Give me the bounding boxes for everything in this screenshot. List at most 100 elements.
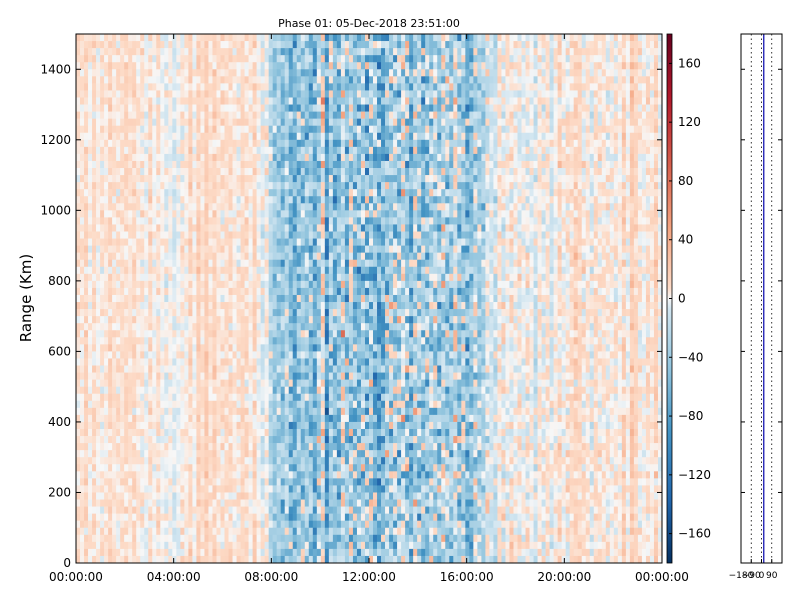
heatmap-cell bbox=[328, 443, 334, 451]
heatmap-cell bbox=[312, 210, 318, 218]
heatmap-cell bbox=[272, 499, 277, 507]
heatmap-cell bbox=[308, 344, 314, 352]
heatmap-cell bbox=[260, 520, 265, 529]
heatmap-cell bbox=[188, 97, 193, 105]
heatmap-cell bbox=[228, 224, 233, 232]
heatmap-cell bbox=[80, 189, 85, 197]
heatmap-cell bbox=[280, 450, 286, 458]
heatmap-cell bbox=[304, 111, 310, 119]
heatmap-cell bbox=[136, 436, 141, 444]
heatmap-cell bbox=[116, 62, 121, 70]
heatmap-cell bbox=[328, 259, 334, 268]
heatmap-cell bbox=[304, 76, 310, 84]
heatmap-cell bbox=[188, 541, 193, 550]
heatmap-cell bbox=[304, 471, 310, 479]
heatmap-cell bbox=[208, 217, 213, 225]
heatmap-cell bbox=[280, 217, 286, 225]
heatmap-cell bbox=[256, 337, 261, 345]
heatmap-cell bbox=[164, 69, 169, 77]
heatmap-cell bbox=[92, 280, 97, 289]
heatmap-cell bbox=[268, 351, 273, 359]
heatmap-cell bbox=[260, 302, 265, 310]
heatmap-cell bbox=[300, 478, 306, 486]
heatmap-cell bbox=[144, 407, 149, 416]
heatmap-cell bbox=[308, 492, 314, 500]
heatmap-cell bbox=[280, 266, 286, 275]
heatmap-cell bbox=[208, 41, 213, 49]
heatmap-cell bbox=[276, 548, 281, 557]
heatmap-cell bbox=[92, 266, 97, 275]
heatmap-cell bbox=[116, 428, 121, 437]
heatmap-cell bbox=[196, 309, 201, 317]
heatmap-cell bbox=[116, 450, 121, 458]
heatmap-cell bbox=[136, 372, 141, 380]
heatmap-cell bbox=[172, 372, 177, 380]
heatmap-cell bbox=[264, 217, 269, 225]
heatmap-cell bbox=[216, 330, 221, 338]
heatmap-cell bbox=[256, 153, 261, 162]
heatmap-cell bbox=[148, 153, 153, 162]
heatmap-cell bbox=[292, 555, 298, 564]
heatmap-cell bbox=[76, 450, 81, 458]
heatmap-cell bbox=[272, 69, 277, 77]
heatmap-cell bbox=[220, 245, 225, 253]
heatmap-cell bbox=[156, 196, 161, 204]
heatmap-cell bbox=[124, 153, 129, 162]
heatmap-cell bbox=[148, 344, 153, 352]
heatmap-cell bbox=[264, 182, 269, 190]
heatmap-cell bbox=[244, 492, 249, 500]
heatmap-cell bbox=[184, 520, 189, 529]
heatmap-cell bbox=[224, 527, 229, 536]
heatmap-cell bbox=[84, 245, 89, 253]
heatmap-cell bbox=[76, 541, 81, 550]
heatmap-cell bbox=[264, 506, 269, 514]
heatmap-cell bbox=[88, 69, 93, 77]
heatmap-cell bbox=[144, 245, 149, 253]
heatmap-cell bbox=[176, 309, 181, 317]
heatmap-cell bbox=[224, 118, 229, 126]
heatmap-cell bbox=[204, 316, 209, 324]
heatmap-cell bbox=[236, 48, 241, 56]
heatmap-cell bbox=[96, 379, 101, 387]
heatmap-cell bbox=[104, 541, 109, 550]
heatmap-cell bbox=[196, 365, 201, 373]
heatmap-cell bbox=[276, 464, 281, 472]
heatmap-cell bbox=[84, 90, 89, 98]
heatmap-cell bbox=[188, 485, 193, 493]
heatmap-cell bbox=[232, 478, 237, 486]
heatmap-cell bbox=[192, 217, 197, 225]
heatmap-cell bbox=[156, 125, 161, 134]
heatmap-cell bbox=[256, 125, 261, 134]
heatmap-cell bbox=[272, 330, 277, 338]
heatmap-cell bbox=[316, 160, 322, 169]
heatmap-cell bbox=[144, 534, 149, 543]
heatmap-cell bbox=[304, 132, 310, 141]
heatmap-cell bbox=[180, 132, 185, 141]
heatmap-cell bbox=[220, 548, 225, 557]
heatmap-cell bbox=[172, 146, 177, 155]
heatmap-cell bbox=[300, 210, 306, 218]
heatmap-cell bbox=[252, 309, 257, 317]
heatmap-cell bbox=[244, 217, 249, 225]
heatmap-cell bbox=[260, 175, 265, 183]
heatmap-cell bbox=[184, 118, 189, 126]
heatmap-cell bbox=[144, 48, 149, 56]
heatmap-cell bbox=[296, 534, 302, 543]
heatmap-cell bbox=[96, 125, 101, 134]
heatmap-cell bbox=[200, 541, 205, 550]
heatmap-cell bbox=[208, 273, 213, 282]
heatmap-cell bbox=[172, 330, 177, 338]
heatmap-cell bbox=[236, 316, 241, 324]
heatmap-cell bbox=[176, 407, 181, 416]
heatmap-cell bbox=[196, 478, 201, 486]
heatmap-cell bbox=[304, 386, 310, 395]
heatmap-cell bbox=[140, 196, 145, 204]
heatmap-cell bbox=[240, 104, 245, 112]
heatmap-cell bbox=[284, 34, 290, 42]
heatmap-cell bbox=[152, 555, 157, 564]
heatmap-cell bbox=[172, 224, 177, 232]
heatmap-cell bbox=[296, 513, 302, 521]
heatmap-cell bbox=[316, 309, 322, 317]
heatmap-cell bbox=[152, 386, 157, 395]
heatmap-cell bbox=[232, 245, 237, 253]
